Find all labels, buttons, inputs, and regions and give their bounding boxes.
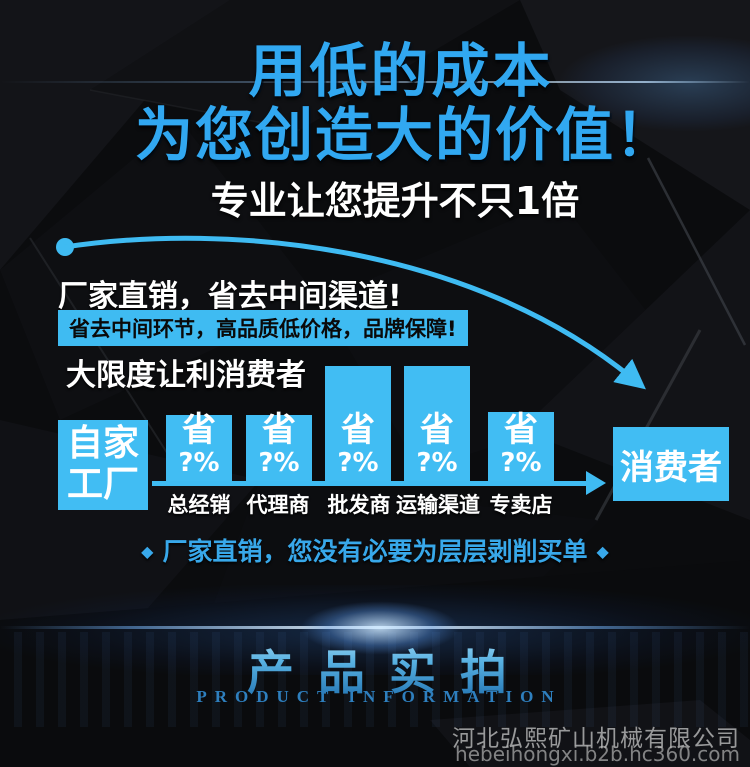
savings-bar-transport: 省 ?% xyxy=(404,366,470,481)
banner-text: 厂家直销，您没有必要为层层剥削买单 xyxy=(162,537,588,566)
save-character: 省 xyxy=(182,410,216,451)
direct-sales-banner: ◆ 厂家直销，您没有必要为层层剥削买单 ◆ xyxy=(0,532,750,568)
diamond-icon: ◆ xyxy=(141,542,154,561)
watermark-url: hebeihongxi.b2b.hc360.com xyxy=(455,742,740,766)
main-title-line1: 用低的成本 xyxy=(248,37,554,105)
main-title-line2: 为您创造大的价值！ xyxy=(134,101,675,169)
consumer-label: 消费者 xyxy=(620,447,722,488)
main-subtitle: 专业让您提升不只1倍 xyxy=(210,179,580,223)
savings-bar-wholesaler: 省 ?% xyxy=(325,366,391,481)
direct-sales-heading: 厂家直销，省去中间渠道! xyxy=(58,279,402,314)
save-percent: ?% xyxy=(416,448,458,479)
diagram-axis-arrowhead xyxy=(586,471,606,495)
bar-label-agent: 代理商 xyxy=(246,493,310,517)
save-percent: ?% xyxy=(337,448,379,479)
save-percent: ?% xyxy=(500,448,542,479)
bar-label-wholesaler: 批发商 xyxy=(327,493,391,517)
save-percent: ?% xyxy=(258,448,300,479)
diagram-axis-line xyxy=(152,481,586,486)
save-percent: ?% xyxy=(178,448,220,479)
save-character: 省 xyxy=(341,410,375,451)
watermark-company: 河北弘熙矿山机械有限公司 xyxy=(452,726,740,752)
product-section-title: 产品实拍 xyxy=(14,634,750,703)
factory-box: 自家 工厂 xyxy=(58,420,148,510)
savings-bar-agent: 省 ?% xyxy=(246,410,312,481)
bottom-lens-flare-core xyxy=(300,601,460,655)
factory-label-line1: 自家 xyxy=(66,423,139,465)
diamond-icon: ◆ xyxy=(596,542,609,561)
savings-bar-distributor: 省 ?% xyxy=(166,410,232,481)
savings-bar-retail-store: 省 ?% xyxy=(488,412,554,481)
product-section-subtitle: PRODUCT INFORMATION xyxy=(196,687,562,706)
bar-label-transport: 运输渠道 xyxy=(396,493,480,517)
direct-sales-subheading: 大限度让利消费者 xyxy=(66,358,306,393)
direct-sales-tagline: 省去中间环节，高品质低价格，品牌保障! xyxy=(58,310,468,346)
save-character: 省 xyxy=(262,410,296,451)
top-lens-flare-glow xyxy=(560,36,750,131)
consumer-box: 消费者 xyxy=(613,427,729,501)
bar-label-distributor: 总经销 xyxy=(167,493,231,517)
top-lens-flare-line xyxy=(0,81,750,83)
factory-label-line2: 工厂 xyxy=(66,464,139,505)
save-character: 省 xyxy=(504,410,538,451)
save-character: 省 xyxy=(420,410,454,451)
bar-label-retail-store: 专卖店 xyxy=(489,493,553,517)
